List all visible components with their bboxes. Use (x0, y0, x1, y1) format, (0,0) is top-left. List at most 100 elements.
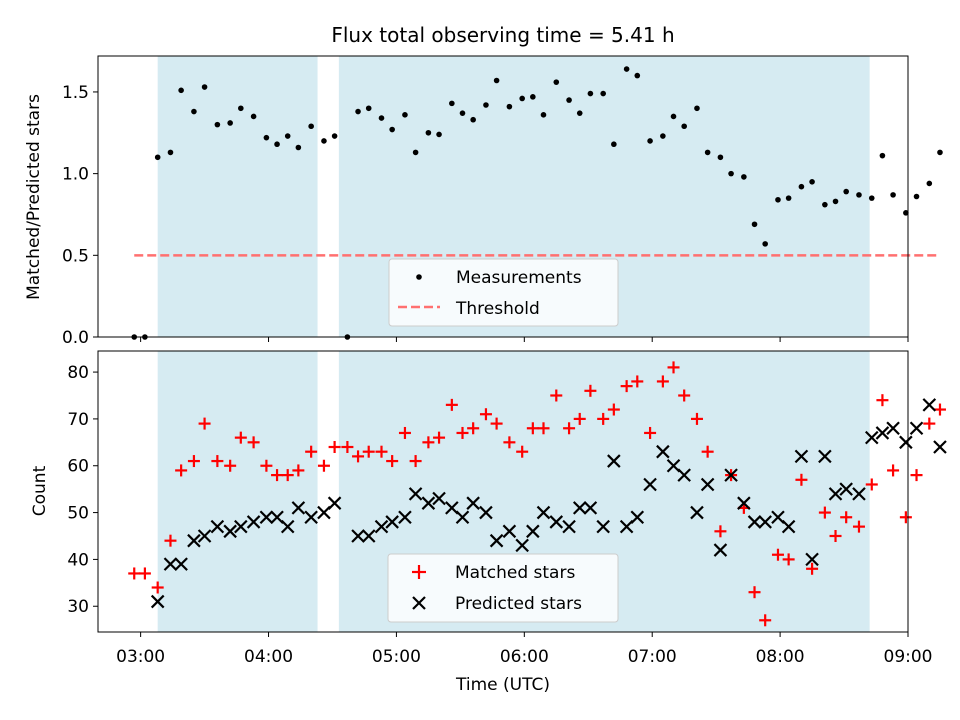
predicted-star-point (656, 444, 670, 459)
ratio-y-axis-label: Matched/Predicted stars (24, 94, 44, 300)
count-xtick-label: 09:00 (884, 647, 933, 667)
predicted-star-point (771, 510, 785, 525)
measurement-point (670, 113, 677, 120)
matched-star-point (933, 403, 946, 416)
predicted-star-point (327, 496, 342, 510)
predicted-star-point (163, 557, 178, 571)
predicted-star-point (922, 398, 937, 412)
measurement-point (611, 141, 617, 148)
count-ytick-label: 80 (67, 363, 89, 383)
matched-star-point (479, 408, 492, 421)
measurement-point (389, 126, 395, 133)
matched-star-point (445, 398, 458, 411)
predicted-star-point (270, 510, 284, 525)
matched-star-point (782, 553, 795, 566)
matched-star-point (362, 445, 375, 458)
ratio-ytick-label: 1.5 (62, 83, 89, 103)
matched-stars-legend-label: Matched stars (455, 563, 575, 583)
matched-star-point (328, 441, 341, 454)
measurement-point (681, 123, 687, 130)
matched-star-point (714, 525, 727, 538)
count-legend-box (387, 553, 619, 623)
predicted-star-point (794, 449, 809, 464)
observing-window-1 (157, 56, 318, 337)
measurement-point (321, 138, 327, 144)
predicted-star-point (187, 533, 201, 548)
predicted-star-point (758, 515, 772, 529)
count-panel: 30 40 50 60 70 80 03:00 04:00 05:00 06:00 07:00 08… (30, 350, 947, 695)
predicted-star-point (234, 519, 248, 534)
measurement-point (704, 149, 711, 156)
ratio-legend: Measurements Threshold (388, 258, 619, 327)
predicted-star-point (607, 454, 621, 468)
matched-star-point (607, 403, 620, 416)
predicted-star-point (502, 524, 517, 539)
matched-star-point (271, 469, 284, 482)
matched-star-point (748, 586, 761, 599)
matched-star-point (409, 455, 422, 468)
measurement-point (295, 144, 302, 151)
measurement-point (425, 129, 432, 136)
measurement-point (587, 90, 594, 97)
predicted-star-point (724, 468, 738, 482)
matched-star-point (260, 459, 273, 472)
predicted-star-point (489, 533, 504, 548)
measurement-point (856, 192, 862, 198)
measurement-point (751, 221, 758, 228)
measurement-point (519, 95, 525, 102)
measurement-point (576, 110, 583, 116)
measurement-point (913, 193, 920, 200)
predicted-star-point (421, 496, 436, 510)
measurement-point (822, 201, 828, 208)
measurement-point (600, 90, 606, 97)
matched-star-point (852, 520, 865, 533)
measurement-point (459, 110, 466, 116)
count-xtick-label: 07:00 (628, 647, 677, 667)
measurement-point (717, 154, 724, 161)
predicted-star-point (747, 515, 762, 529)
measurement-point (214, 121, 221, 128)
measurement-point (660, 133, 666, 139)
measurement-point (694, 105, 700, 112)
predicted-star-point (562, 519, 576, 534)
measurement-point (483, 102, 489, 108)
matched-star-point (467, 422, 480, 435)
measurements-legend-marker (416, 274, 422, 280)
measurement-point (843, 188, 849, 195)
matched-star-point (899, 511, 912, 524)
measurement-point (634, 72, 641, 79)
measurement-point (566, 97, 572, 103)
measurement-point (227, 120, 233, 126)
predicted-star-point (933, 440, 947, 454)
matched-star-point (211, 455, 224, 468)
measurement-point (762, 241, 768, 247)
predicted-star-point (445, 501, 459, 515)
predicted-star-point (839, 482, 853, 496)
count-xtick-label: 06:00 (500, 647, 549, 667)
predicted-stars-legend-marker (412, 596, 426, 610)
matched-star-point (678, 389, 691, 402)
measurement-point (868, 195, 875, 201)
measurement-point (284, 133, 291, 139)
chart-title: Flux total observing time = 5.41 h (331, 23, 674, 47)
measurements-legend-label: Measurements (456, 268, 582, 288)
matched-star-point (422, 436, 435, 449)
measurement-point (201, 84, 208, 90)
measurement-point (741, 174, 747, 180)
matched-star-point (128, 567, 141, 580)
count-series (128, 361, 947, 627)
predicted-stars-legend-label: Predicted stars (455, 594, 582, 614)
measurement-point (191, 108, 197, 115)
predicted-star-point (398, 510, 412, 525)
predicted-star-point (875, 426, 890, 440)
measurement-point (250, 113, 257, 120)
measurement-point (355, 108, 361, 115)
matched-star-point (620, 380, 633, 393)
measurement-point (178, 87, 184, 94)
matched-star-point (667, 361, 680, 374)
predicted-star-point (630, 510, 645, 525)
measurement-point (937, 149, 943, 156)
matched-star-point (187, 455, 200, 468)
predicted-star-point (677, 468, 691, 482)
measurement-point (553, 79, 560, 85)
